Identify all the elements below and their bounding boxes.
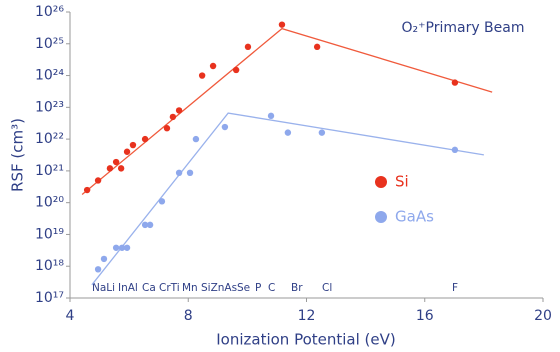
data-point <box>117 165 125 172</box>
x-tick-label: 8 <box>184 308 193 324</box>
data-point <box>175 107 183 114</box>
x-tick-label: 16 <box>416 308 434 324</box>
y-tick-label: 10¹⁸ <box>35 258 64 274</box>
data-point <box>146 221 154 229</box>
element-label: C <box>268 282 275 294</box>
element-label: F <box>452 282 458 294</box>
data-point <box>141 135 149 143</box>
y-tick-label: 10²³ <box>35 99 64 115</box>
x-axis-label: Ionization Potential (eV) <box>216 331 396 349</box>
element-label: Ca <box>142 282 156 294</box>
data-point <box>123 148 131 155</box>
element-label: Br <box>291 282 303 294</box>
y-tick-label: 10²⁵ <box>35 36 64 52</box>
data-point <box>112 244 120 251</box>
legend-label: Si <box>395 173 409 191</box>
data-point <box>94 266 102 273</box>
data-point <box>106 165 114 172</box>
data-point <box>169 113 177 121</box>
y-tick-label: 10²¹ <box>35 163 64 179</box>
y-tick-label: 10²² <box>35 131 64 147</box>
y-tick-label: 10¹⁷ <box>35 290 64 306</box>
data-point <box>278 21 286 28</box>
data-point <box>192 135 200 143</box>
data-point <box>318 129 326 136</box>
data-point <box>100 255 108 263</box>
data-point <box>163 125 171 132</box>
data-point <box>129 141 137 149</box>
data-point <box>123 244 131 251</box>
element-label: Se <box>237 282 250 294</box>
data-point <box>244 43 252 51</box>
data-point <box>141 221 149 229</box>
data-point <box>158 198 166 205</box>
data-point <box>118 244 126 251</box>
y-axis-label: RSF (cm³) <box>9 118 27 192</box>
y-tick-label: 10²⁰ <box>35 195 64 211</box>
legend-label: GaAs <box>395 208 434 226</box>
annotation: O₂⁺Primary Beam <box>401 20 524 36</box>
data-point <box>451 79 459 86</box>
data-point <box>175 169 183 177</box>
element-label: SiZnAs <box>201 282 237 294</box>
data-point <box>209 62 217 70</box>
element-label: CrTi <box>159 282 180 294</box>
data-point <box>267 112 275 120</box>
data-point <box>198 72 206 79</box>
legend-marker <box>375 176 387 188</box>
x-tick-label: 4 <box>66 308 75 324</box>
data-point <box>313 43 321 51</box>
trend-line <box>91 112 484 286</box>
data-point <box>83 186 91 194</box>
x-tick-label: 12 <box>298 308 316 324</box>
trend-line <box>81 27 493 196</box>
element-label: P <box>255 282 261 294</box>
data-point <box>186 169 194 177</box>
element-label: NaLi <box>92 282 115 294</box>
data-point <box>112 158 120 166</box>
data-point <box>232 66 240 74</box>
legend-marker <box>375 211 387 223</box>
data-point <box>221 123 229 131</box>
y-tick-label: 10¹⁹ <box>35 226 64 242</box>
data-point <box>94 177 102 184</box>
y-tick-label: 10²⁶ <box>35 4 64 20</box>
y-tick-label: 10²⁴ <box>35 68 64 84</box>
element-label: InAl <box>118 282 138 294</box>
element-label: Cl <box>322 282 332 294</box>
element-label: Mn <box>182 282 198 294</box>
x-tick-label: 20 <box>534 308 552 324</box>
data-point <box>451 146 459 154</box>
data-point <box>284 129 292 136</box>
